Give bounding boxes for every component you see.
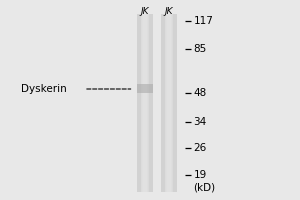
Bar (167, 14, 170, 192)
Text: (kD): (kD) (194, 182, 216, 192)
Bar (142, 14, 148, 192)
Text: JK: JK (164, 7, 173, 16)
Bar (136, 14, 153, 192)
Bar (144, 14, 145, 192)
Bar (165, 14, 172, 192)
Text: 19: 19 (194, 170, 207, 180)
Bar (168, 14, 170, 192)
Bar (136, 84, 153, 93)
Text: JK: JK (140, 7, 149, 16)
Bar (165, 14, 172, 192)
Bar (142, 14, 147, 192)
Text: 48: 48 (194, 88, 207, 98)
Bar (160, 14, 177, 192)
Text: 85: 85 (194, 44, 207, 54)
Text: 34: 34 (194, 117, 207, 127)
Bar (167, 14, 171, 192)
Bar (143, 14, 146, 192)
Bar (144, 14, 146, 192)
Bar (141, 14, 148, 192)
Bar (166, 14, 172, 192)
Bar (141, 14, 148, 192)
Bar (168, 14, 169, 192)
Text: 117: 117 (194, 16, 213, 26)
Bar (141, 14, 149, 192)
Bar (143, 14, 147, 192)
Text: Dyskerin: Dyskerin (21, 84, 67, 94)
Bar (167, 14, 171, 192)
Bar (142, 14, 147, 192)
Text: 26: 26 (194, 143, 207, 153)
Bar (168, 14, 170, 192)
Bar (165, 14, 173, 192)
Bar (144, 14, 146, 192)
Bar (166, 14, 171, 192)
